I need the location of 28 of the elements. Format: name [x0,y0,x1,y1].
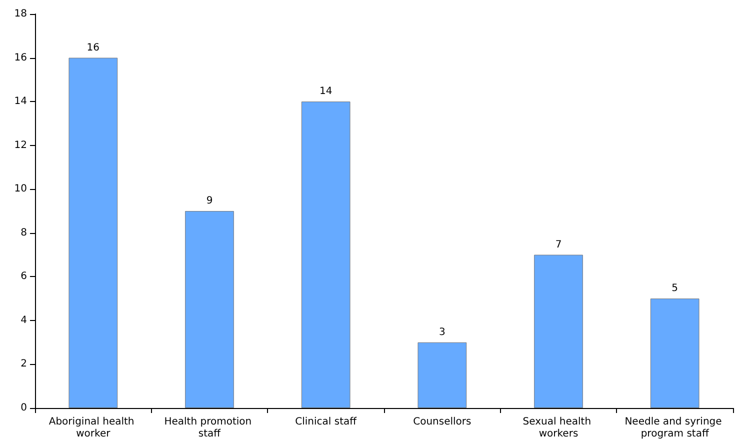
bar [650,298,700,408]
y-tick-label: 16 [14,52,27,64]
y-tick-label: 4 [20,314,27,326]
x-tick-label: Needle and syringe program staff [624,416,725,440]
y-tick-label: 8 [20,227,27,238]
y-tick-label: 0 [20,402,27,414]
bar [534,254,583,408]
y-tick-label: 12 [14,140,27,151]
y-tick-label: 2 [20,358,27,370]
data-label: 16 [86,42,100,54]
y-tick-label: 14 [14,96,27,108]
x-tick-label: Health promotion staff [164,416,255,440]
data-label: 7 [555,239,562,250]
data-label: 3 [438,326,446,338]
data-label: 9 [206,196,213,206]
x-tick-label: Clinical staff [295,416,358,428]
x-tick-label: Sexual health workers [522,416,594,440]
data-label: 5 [672,283,678,294]
bar [185,211,234,408]
y-tick-label: 10 [14,184,27,195]
x-tick-label: Aboriginal health worker [48,416,138,440]
bar [301,102,350,408]
y-tick-label: 6 [20,271,27,282]
bar [418,342,467,408]
x-tick-label: Counsellors [413,416,472,428]
y-tick-label: 18 [14,8,27,20]
data-label: 14 [319,86,332,98]
bar [68,58,118,408]
